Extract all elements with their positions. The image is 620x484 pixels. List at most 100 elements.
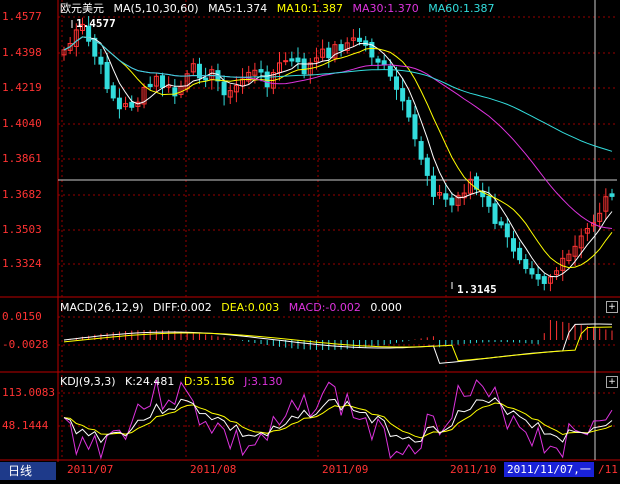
candle-body bbox=[492, 203, 498, 224]
price-ytick-3: 1.4040 bbox=[2, 117, 42, 130]
ma5-line bbox=[63, 36, 613, 278]
candle-body bbox=[86, 25, 92, 42]
candle-body bbox=[153, 75, 159, 87]
candle-body bbox=[375, 58, 381, 63]
candle-body bbox=[67, 43, 73, 51]
xtick-3: 2011/10 bbox=[450, 463, 497, 476]
candle-body bbox=[535, 273, 541, 280]
candle-body bbox=[400, 88, 406, 102]
candle-body bbox=[541, 276, 547, 284]
kdj-k-line bbox=[63, 397, 613, 444]
kdj-ytick-0: 113.0083 bbox=[2, 386, 55, 399]
candle-body bbox=[172, 87, 178, 97]
ma30-label: MA30:1.370 bbox=[352, 2, 419, 15]
candle-body bbox=[381, 60, 387, 66]
macd-dea-line bbox=[63, 326, 613, 362]
candle-body bbox=[301, 58, 307, 75]
symbol-label: 欧元美元 bbox=[60, 2, 104, 15]
macd-value-label: MACD:-0.002 bbox=[288, 301, 361, 314]
candle-body bbox=[393, 76, 399, 90]
candle-body bbox=[104, 61, 110, 90]
price-legend: 欧元美元 MA(5,10,30,60) MA5:1.374 MA10:1.387… bbox=[60, 1, 500, 16]
macd-legend: MACD(26,12,9) DIFF:0.002 DEA:0.003 MACD:… bbox=[60, 300, 408, 315]
candle-body bbox=[110, 85, 116, 99]
candle-body bbox=[498, 221, 504, 226]
macd-expand-button[interactable]: + bbox=[606, 301, 618, 313]
candle-body bbox=[289, 58, 295, 62]
candle-body bbox=[504, 223, 510, 238]
candle-body bbox=[412, 114, 418, 140]
candle-body bbox=[264, 71, 270, 88]
candle-body bbox=[73, 29, 79, 47]
candle-body bbox=[357, 37, 363, 42]
kdj-d-line bbox=[63, 402, 613, 439]
candle-body bbox=[523, 259, 529, 270]
candle-body bbox=[430, 175, 436, 197]
kdj-d-label: D:35.156 bbox=[183, 375, 235, 388]
candle-body bbox=[350, 37, 356, 41]
candle-body bbox=[116, 97, 122, 110]
candle-body bbox=[320, 48, 326, 58]
candle-body bbox=[326, 47, 332, 59]
macd-ytick-1: -0.0028 bbox=[2, 338, 49, 351]
candle-body bbox=[455, 195, 461, 206]
candle-body bbox=[227, 90, 233, 98]
candle-body bbox=[123, 103, 129, 108]
period-tab-daily[interactable]: 日线 bbox=[0, 462, 56, 480]
ma-spec-label: MA(5,10,30,60) bbox=[113, 2, 199, 15]
ma5-label: MA5:1.374 bbox=[208, 2, 268, 15]
kdj-j-line bbox=[63, 379, 613, 460]
candle-body bbox=[474, 176, 480, 190]
low-price-marker: 1.3145 bbox=[457, 283, 497, 296]
candle-body bbox=[603, 196, 609, 212]
candle-body bbox=[147, 83, 153, 88]
candle-body bbox=[572, 245, 578, 257]
candle-body bbox=[566, 253, 572, 262]
price-ytick-0: 1.4577 bbox=[2, 10, 42, 23]
xtick-2: 2011/09 bbox=[322, 463, 369, 476]
price-ytick-5: 1.3682 bbox=[2, 188, 42, 201]
candle-body bbox=[418, 141, 424, 160]
candle-body bbox=[313, 57, 319, 63]
macd-dea-label: DEA:0.003 bbox=[221, 301, 280, 314]
candle-body bbox=[203, 77, 209, 81]
high-price-marker: 1.4577 bbox=[76, 17, 116, 30]
macd-spec-label: MACD(26,12,9) bbox=[60, 301, 144, 314]
cursor-date-tail: /11 bbox=[598, 463, 618, 476]
candle-body bbox=[283, 60, 289, 63]
candle-body bbox=[461, 192, 467, 199]
candle-body bbox=[517, 247, 523, 261]
kdj-expand-button[interactable]: + bbox=[606, 376, 618, 388]
kdj-legend: KDJ(9,3,3) K:24.481 D:35.156 J:3.130 bbox=[60, 374, 289, 389]
candle-body bbox=[160, 75, 166, 88]
kdj-spec-label: KDJ(9,3,3) bbox=[60, 375, 116, 388]
candle-body bbox=[233, 85, 239, 93]
candle-body bbox=[578, 235, 584, 249]
price-ytick-4: 1.3861 bbox=[2, 152, 42, 165]
ma10-line bbox=[63, 36, 613, 269]
candle-body bbox=[295, 57, 301, 63]
candle-body bbox=[467, 178, 473, 194]
candle-body bbox=[338, 44, 344, 51]
candle-body bbox=[406, 99, 412, 118]
candle-body bbox=[424, 157, 430, 176]
kdj-ytick-1: 48.1444 bbox=[2, 419, 49, 432]
candle-body bbox=[443, 193, 449, 200]
kdj-j-label: J:3.130 bbox=[244, 375, 283, 388]
candle-body bbox=[547, 276, 553, 284]
candle-body bbox=[584, 228, 590, 234]
candle-body bbox=[196, 63, 202, 79]
candle-body bbox=[597, 212, 603, 222]
candle-body bbox=[554, 270, 560, 276]
candle-body bbox=[591, 222, 597, 227]
macd-ytick-0: 0.0150 bbox=[2, 310, 42, 323]
candle-body bbox=[437, 192, 443, 196]
candle-body bbox=[609, 193, 615, 197]
candle-body bbox=[98, 56, 104, 65]
candle-body bbox=[486, 195, 492, 207]
candle-body bbox=[258, 69, 264, 73]
macd-diff-label: DIFF:0.002 bbox=[153, 301, 212, 314]
candle-body bbox=[135, 101, 141, 107]
